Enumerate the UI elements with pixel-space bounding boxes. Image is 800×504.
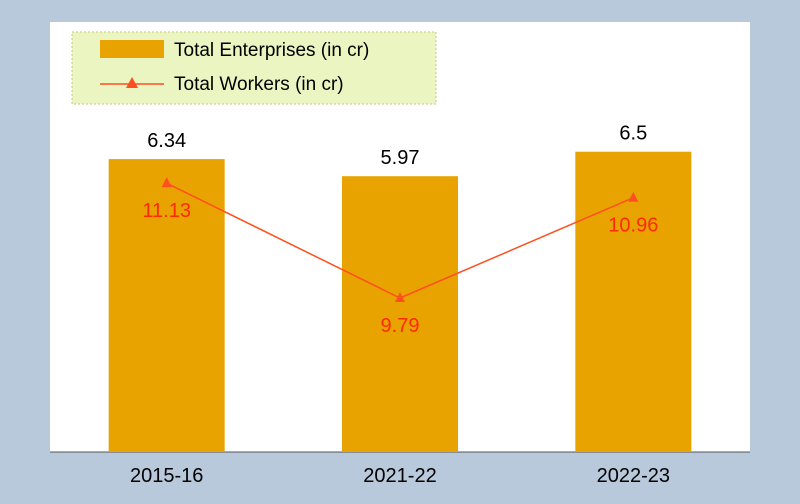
workers-value-label-2015-16: 11.13 (142, 200, 191, 222)
bar-2022-23 (575, 151, 692, 452)
legend-bar-swatch (100, 40, 164, 58)
x-tick-label-2021-22: 2021-22 (363, 465, 436, 487)
workers-marker-2015-16 (161, 177, 172, 188)
bar-labels-group: 6.34 5.97 6.5 (147, 123, 647, 169)
workers-marker-2022-23 (628, 191, 639, 202)
legend-label-workers: Total Workers (in cr) (174, 74, 344, 95)
x-tick-labels-group: 2015-16 2021-22 2022-23 (130, 465, 670, 487)
bar-value-label-2021-22: 5.97 (381, 147, 420, 169)
workers-value-label-2021-22: 9.79 (381, 315, 420, 337)
legend-label-enterprises: Total Enterprises (in cr) (174, 40, 369, 61)
bar-2021-22 (342, 176, 458, 452)
x-tick-label-2022-23: 2022-23 (597, 465, 670, 487)
legend-box (71, 31, 437, 105)
legend-line-marker (126, 77, 138, 88)
line-series-group (161, 177, 639, 302)
workers-value-label-2022-23: 10.96 (608, 215, 658, 237)
workers-marker-2021-22 (395, 292, 405, 302)
bar-2015-16 (108, 159, 225, 453)
bar-value-label-2022-23: 6.5 (619, 123, 647, 145)
legend: Total Enterprises (in cr) Total Workers … (71, 31, 437, 105)
line-labels-group: 11.13 9.79 10.96 (142, 200, 658, 337)
bar-value-label-2015-16: 6.34 (147, 130, 186, 152)
bars-group (108, 151, 692, 453)
x-tick-label-2015-16: 2015-16 (130, 465, 203, 487)
